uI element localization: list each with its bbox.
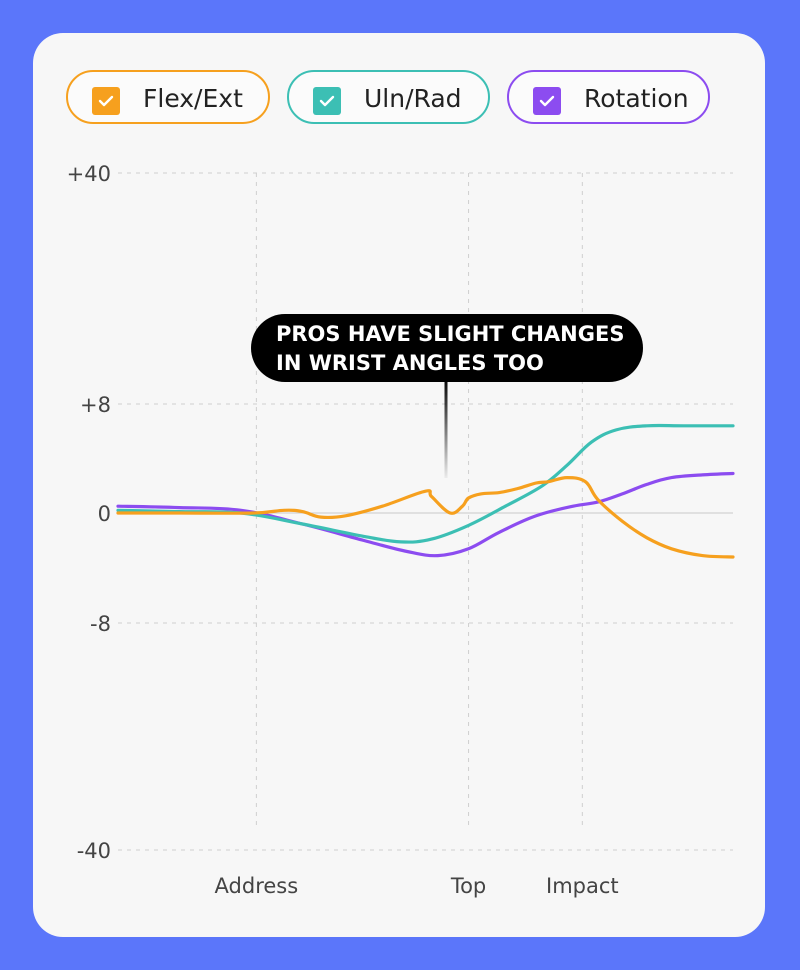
legend-checkbox-flex-ext[interactable] (92, 87, 120, 115)
x-tick-label: Impact (546, 874, 619, 898)
legend-checkbox-uln-rad[interactable] (313, 87, 341, 115)
legend-chip-uln-rad[interactable]: Uln/Rad (287, 70, 490, 124)
legend-label-flex-ext: Flex/Ext (143, 84, 243, 113)
legend-checkbox-rotation[interactable] (533, 87, 561, 115)
legend-label-rotation: Rotation (584, 84, 689, 113)
y-axis-ticks: +40 +8 0 -8 -40 (67, 162, 111, 863)
legend-label-uln-rad: Uln/Rad (364, 84, 462, 113)
annotation-line-1: PROS HAVE SLIGHT CHANGES (276, 322, 625, 346)
annotation-callout: PROS HAVE SLIGHT CHANGES IN WRIST ANGLES… (251, 314, 643, 382)
annotation-line-2: IN WRIST ANGLES TOO (276, 351, 544, 375)
y-tick-label: +8 (80, 393, 111, 417)
y-tick-label: -40 (77, 839, 111, 863)
y-tick-label: +40 (67, 162, 111, 186)
chart-card: Flex/Ext Uln/Rad Rotation +40 +8 0 -8 -40 Ad… (33, 33, 765, 937)
y-tick-label: 0 (98, 502, 111, 526)
callout-pointer (444, 378, 448, 478)
legend-chip-rotation[interactable]: Rotation (507, 70, 710, 124)
grid-lines (118, 172, 733, 851)
x-tick-label: Top (450, 874, 486, 898)
x-axis-ticks: Address Top Impact (215, 874, 619, 898)
x-tick-label: Address (215, 874, 299, 898)
checkmark-icon (539, 95, 555, 107)
series-lines (116, 423, 735, 559)
checkmark-icon (98, 95, 114, 107)
callout-pointer-line (444, 378, 448, 478)
legend-chip-flex-ext[interactable]: Flex/Ext (66, 70, 270, 124)
y-tick-label: -8 (90, 612, 111, 636)
checkmark-icon (319, 95, 335, 107)
series-line-uln-rad (116, 423, 735, 544)
series-line-flex-ext (116, 476, 735, 559)
line-chart: +40 +8 0 -8 -40 Address Top Impact (67, 162, 735, 898)
